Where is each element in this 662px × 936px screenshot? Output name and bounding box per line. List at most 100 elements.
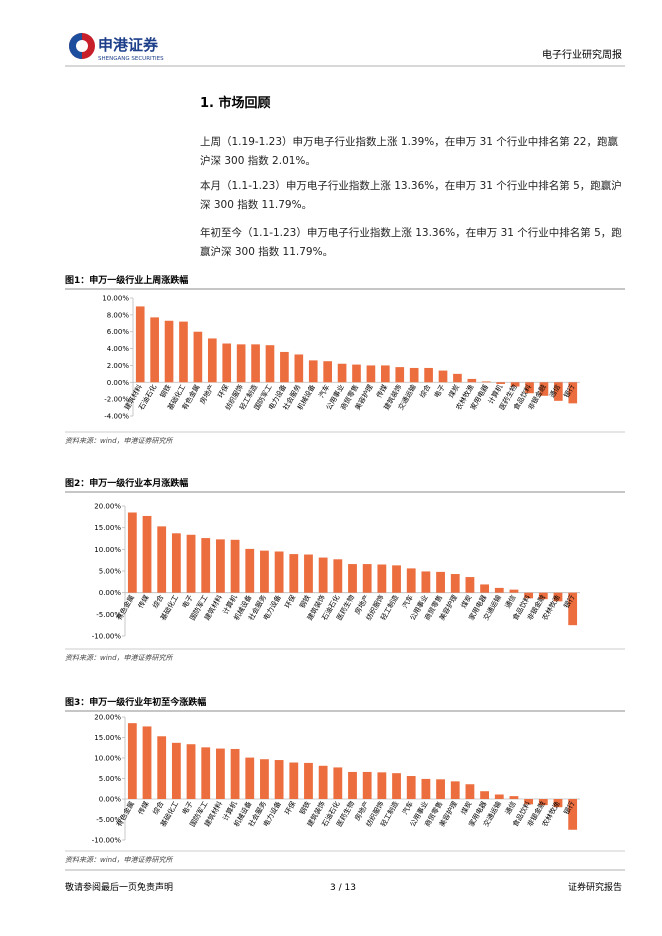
y-tick-label: 0.00% [107,379,130,387]
bar [525,382,534,394]
bar [280,351,289,383]
bar [480,584,489,593]
y-tick-label: 10.00% [102,295,129,303]
bar [409,367,419,383]
x-tick-label: 电子 [432,383,447,400]
x-tick-label: 综合 [151,800,166,817]
x-tick-label: 汽车 [400,593,415,610]
bar [318,557,328,593]
bar [450,574,460,593]
bar [164,320,174,383]
x-tick-label: 综合 [151,593,166,610]
x-tick-label: 传媒 [374,383,389,400]
y-tick-label: 15.00% [94,524,121,532]
bar [406,568,416,593]
x-tick-label: 电子 [180,593,195,610]
bar [467,378,477,383]
y-tick-label: -5.00% [96,816,121,824]
y-tick-label: 15.00% [94,734,121,742]
bar [395,367,405,383]
y-tick-label: 4.00% [107,345,130,353]
bar [274,551,284,593]
bar [538,592,548,600]
y-tick-label: 5.00% [99,568,122,576]
bar [127,512,137,593]
bar [333,559,343,593]
bar [494,587,504,593]
x-tick-label: 通信 [503,593,518,610]
figure-title: 图1：申万一级行业上周涨跌幅 [65,274,188,286]
bar [436,779,445,799]
x-tick-label: 钢铁 [297,593,312,610]
footer-label: 证券研究报告 [568,881,622,893]
bar [127,723,137,799]
bar [392,773,401,799]
figure-source: 资料来源：wind，申港证券研究所 [65,856,174,864]
y-tick-label: -10.00% [92,837,122,845]
y-tick-label: 6.00% [107,328,130,336]
logo-text-en: SHENGANG SECURITIES [98,56,164,62]
x-tick-label: 传媒 [136,593,151,610]
bar [524,592,534,599]
bar [377,564,387,593]
y-tick-label: 2.00% [107,362,130,370]
x-tick-label: 环保 [283,593,298,610]
footer-disclaimer: 敬请参阅最后一页免责声明 [65,881,173,893]
bar [289,554,299,593]
bar [352,364,361,383]
paragraph: 上周（1.19-1.23）申万电子行业指数上涨 1.39%，在申万 31 个行业… [200,136,618,167]
bar [554,382,563,401]
report-type: 电子行业研究周报 [542,48,622,61]
bar [381,365,390,383]
bar [333,767,343,799]
figure-title: 图2：申万一级行业本月涨跌幅 [65,477,188,489]
bar [251,344,260,383]
bar [438,370,448,383]
bar [377,772,387,799]
x-tick-label: 环保 [216,383,231,400]
bar [265,345,275,383]
bar [201,538,211,593]
x-tick-label: 钢铁 [297,800,312,817]
bar [179,321,188,383]
bar [553,799,563,808]
x-tick-label: 钢铁 [158,383,173,400]
bar [421,778,431,799]
logo-half [69,33,82,59]
bar [453,373,462,383]
figure-source: 资料来源：wind，申港证券研究所 [65,654,174,662]
x-tick-label: 电子 [180,800,195,817]
bar [509,796,519,799]
bar [436,571,445,593]
bar [245,757,255,799]
bar [142,726,152,799]
bar [230,539,240,593]
logo-core [76,40,88,52]
x-tick-label: 房地产 [198,383,216,406]
bar [421,571,431,593]
y-tick-label: 0.00% [99,796,122,804]
section-title: 1. 市场回顾 [200,95,271,111]
bar [510,382,520,387]
figure-source: 资料来源：wind，申港证券研究所 [65,437,174,445]
bar [568,799,578,830]
bar [539,382,549,396]
bar [509,589,519,593]
logo-text: 申港证券 [98,36,159,54]
bar [465,577,475,593]
bar [308,360,318,383]
bar [201,747,211,799]
bar [480,791,489,799]
x-tick-label: 汽车 [317,383,332,400]
bar [568,592,578,626]
bar [494,794,504,799]
bar [260,759,269,799]
bar [304,554,313,593]
bar [465,784,475,799]
bar [157,526,167,593]
bar [318,765,328,799]
bar [568,382,578,404]
bar [207,338,217,383]
